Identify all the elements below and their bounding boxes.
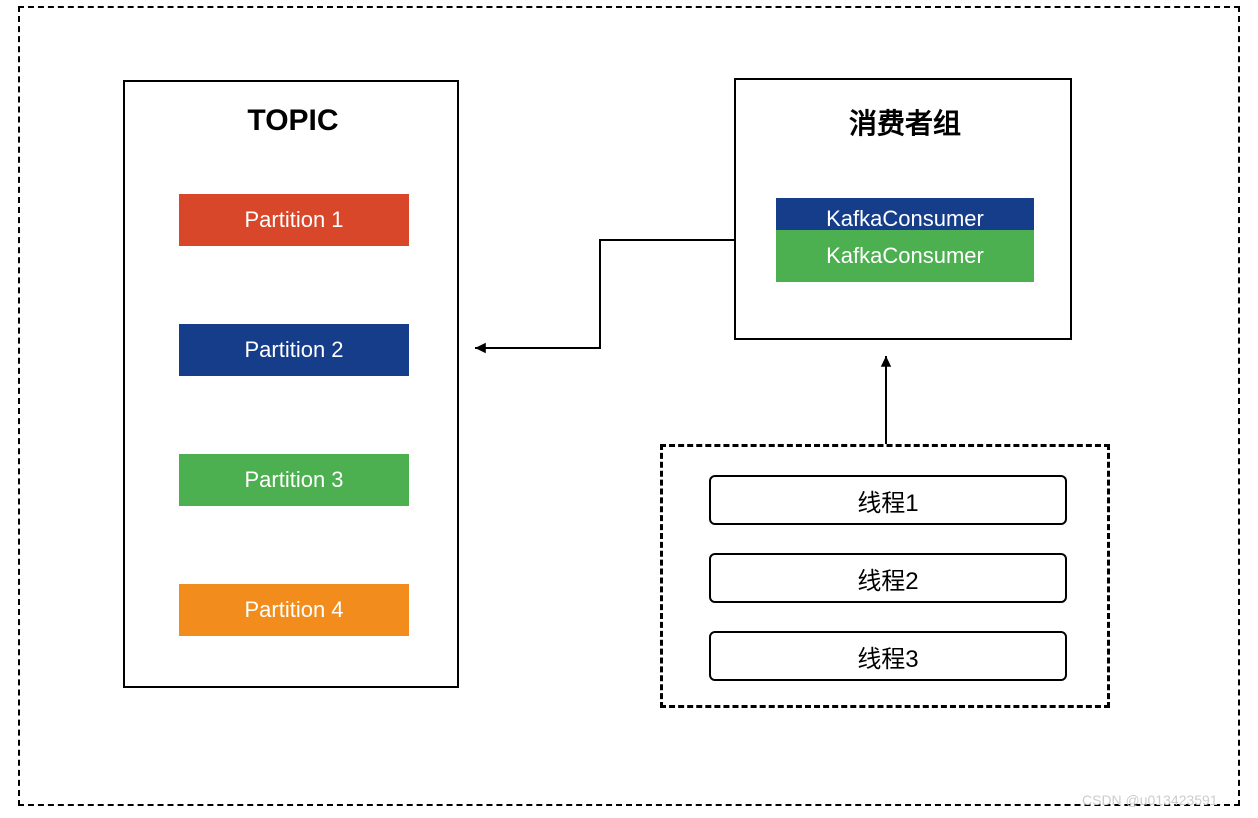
kafka-consumer-1-label: KafkaConsumer xyxy=(826,206,984,232)
kafka-consumer-2-label: KafkaConsumer xyxy=(826,243,984,269)
arrow-threads-to-consumer xyxy=(0,0,1258,818)
watermark: CSDN @u013423591 xyxy=(1082,792,1218,808)
kafka-consumer-2: KafkaConsumer xyxy=(776,230,1034,282)
